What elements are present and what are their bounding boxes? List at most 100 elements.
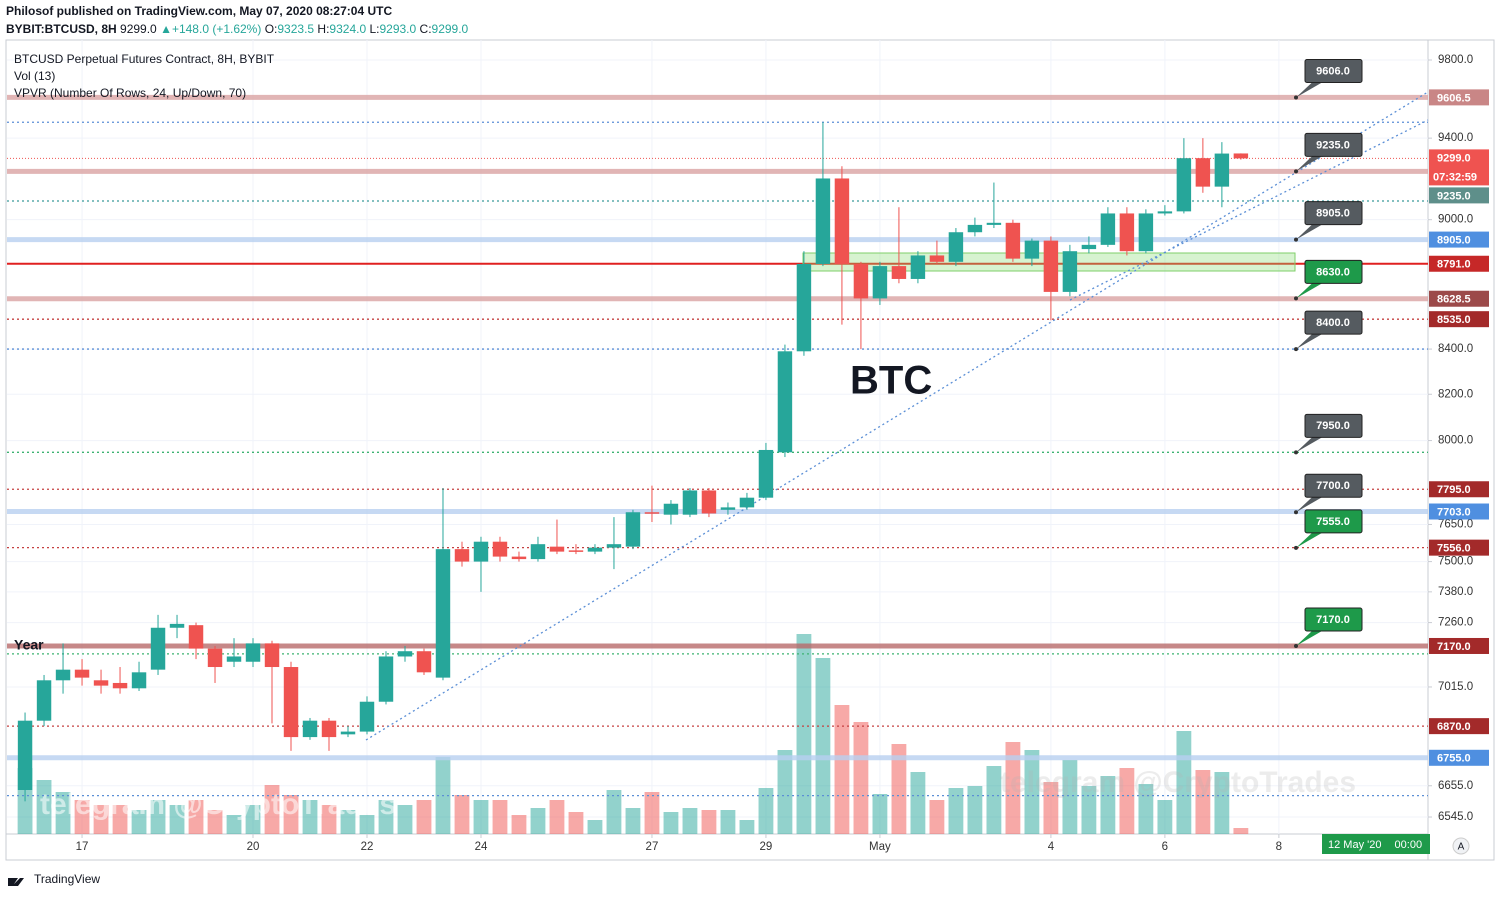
y-tick-label: 9000.0 <box>1438 214 1473 226</box>
x-tick-label: 22 <box>361 841 374 853</box>
callout-label: 7950.0 <box>1316 420 1350 432</box>
volume-bar <box>796 634 812 834</box>
candle-body <box>853 263 869 299</box>
candle-body <box>93 680 109 686</box>
volume-bar <box>1100 776 1116 834</box>
level-label: 9235.0 <box>1437 190 1471 202</box>
level-label: 8535.0 <box>1437 314 1471 326</box>
candle-body <box>1195 158 1211 187</box>
volume-bar <box>74 800 90 834</box>
candle-body <box>1157 211 1173 214</box>
candle-body <box>815 178 831 264</box>
volume-bar <box>321 805 337 834</box>
volume-bar <box>720 810 736 834</box>
y-tick-label: 8200.0 <box>1438 388 1473 400</box>
levels <box>7 94 1428 797</box>
callout-anchor <box>1294 169 1298 174</box>
candle-body <box>758 449 774 498</box>
volume-bar <box>264 785 280 834</box>
level-label-box <box>1429 187 1489 204</box>
time-label: 12 May '20 00:00 <box>1328 839 1422 851</box>
volume-bar <box>625 808 641 834</box>
callout-pointer <box>1296 283 1322 299</box>
level-label-box <box>1429 637 1489 654</box>
current-price-box <box>1429 149 1489 186</box>
candle-body <box>777 351 793 453</box>
volume-bar <box>1233 828 1249 834</box>
auto-scale-label[interactable]: A <box>1458 842 1465 853</box>
candle-body <box>283 667 299 738</box>
callout-label: 8905.0 <box>1316 207 1350 219</box>
volume-bar <box>1043 782 1059 834</box>
callout-anchor <box>1294 643 1298 648</box>
volume-bar <box>492 800 508 834</box>
volume-bar <box>872 794 888 834</box>
volume-bar <box>169 805 185 834</box>
callout-pointer <box>1296 532 1322 548</box>
candle-body <box>682 490 698 515</box>
candle-body <box>17 720 33 790</box>
candle-body <box>948 232 964 262</box>
annotation: BTC <box>850 359 932 403</box>
level-label: 7170.0 <box>1437 641 1471 653</box>
candle-body <box>131 672 147 689</box>
x-tick-label: 27 <box>646 841 659 853</box>
frame <box>5 39 1495 861</box>
volume-bar <box>1214 772 1230 834</box>
x-tick-label: 24 <box>475 841 488 853</box>
indicator: Vol (13) <box>14 69 55 83</box>
candle-body <box>701 490 717 514</box>
volume-bar <box>891 744 907 834</box>
annotation: Year <box>14 637 44 653</box>
y-tick-label: 7260.0 <box>1438 617 1473 629</box>
x-tick-label: 17 <box>76 841 89 853</box>
volume-bar <box>359 815 375 834</box>
volume-bar <box>777 750 793 834</box>
candle-body <box>321 720 337 738</box>
callout-label: 8400.0 <box>1316 317 1350 329</box>
volume-bar <box>986 766 1002 834</box>
volume-bar <box>302 800 318 834</box>
candle-body <box>473 541 489 562</box>
volume-bar <box>739 820 755 834</box>
level-label: 6755.0 <box>1437 753 1471 765</box>
candle-body <box>207 648 223 668</box>
volume-bar <box>245 805 261 834</box>
candle-body <box>302 720 318 738</box>
candle-body <box>1062 251 1078 292</box>
chart-title: BTCUSD Perpetual Futures Contract, 8H, B… <box>14 52 275 66</box>
candle-body <box>1214 153 1230 187</box>
y-tick-label: 7380.0 <box>1438 586 1473 598</box>
candles <box>17 122 1249 802</box>
volume-bar <box>1195 770 1211 834</box>
volume-bar <box>454 795 470 834</box>
volume-bar <box>511 815 527 834</box>
y-tick-label: 6545.0 <box>1438 811 1473 823</box>
auto-scale-button[interactable] <box>1452 837 1470 855</box>
level-label: 7556.0 <box>1437 543 1471 555</box>
candle-body <box>492 541 508 557</box>
callout-label: 7170.0 <box>1316 614 1350 626</box>
callout-pointer <box>1296 437 1322 453</box>
candle-body <box>568 550 584 552</box>
volume-bar <box>587 820 603 834</box>
candle-body <box>1138 213 1154 252</box>
volume-bar <box>378 800 394 834</box>
y-tick-label: 9800.0 <box>1438 54 1473 66</box>
x-tick-label: 4 <box>1048 841 1055 853</box>
volume-bar <box>1157 800 1173 834</box>
y-tick-label: 8400.0 <box>1438 343 1473 355</box>
volume-bar <box>530 808 546 834</box>
trend-line <box>365 91 1429 741</box>
level-label: 7703.0 <box>1437 506 1471 518</box>
callout-anchor <box>1294 95 1298 100</box>
candle-body <box>264 643 280 668</box>
volume-bar <box>1119 768 1135 834</box>
callout-label: 9606.0 <box>1316 65 1350 77</box>
callout-anchor <box>1294 347 1298 352</box>
symbol-line: BYBIT:BTCUSD, 8H 9299.0 ▲+148.0 (+1.62%)… <box>6 22 469 36</box>
callout-box <box>1304 132 1363 157</box>
level-label-box <box>1429 481 1489 498</box>
level-label-box <box>1429 231 1489 248</box>
volume-bar <box>644 792 660 834</box>
